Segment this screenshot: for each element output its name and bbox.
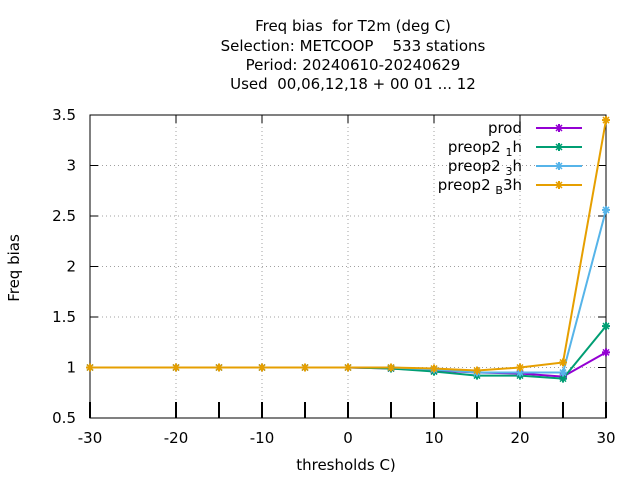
legend-marker-preop2_B3h [555, 181, 563, 189]
y-tick-label: 1 [66, 359, 76, 377]
chart-subtitle-used: Used 00,06,12,18 + 00 01 ... 12 [230, 75, 476, 93]
x-tick-label: -10 [250, 429, 275, 447]
legend-label-preop2_B3h: preop2 B3h [438, 176, 522, 197]
chart-subtitle-period: Period: 20240610-20240629 [245, 56, 461, 74]
data-point-prod [602, 348, 610, 357]
chart-subtitle-selection: Selection: METCOOP 533 stations [220, 37, 486, 55]
axis-ticks: 0.5 1 1.5 2 2.5 3 3.5 -30 -20 -10 0 10 20 30 [52, 106, 615, 447]
data-point-preop2_B3h [344, 363, 352, 372]
legend-label-preop2_1h: preop2 1h [448, 138, 522, 159]
legend-label-preop2_3h: preop2 3h [448, 157, 522, 178]
data-point-preop2_B3h [301, 363, 309, 372]
data-point-preop2_B3h [602, 116, 610, 125]
data-point-preop2_B3h [430, 364, 438, 373]
data-point-preop2_1h [602, 322, 610, 331]
y-tick-label: 3.5 [52, 106, 76, 124]
chart-title: Freq bias for T2m (deg C) [255, 17, 451, 35]
y-axis-label: Freq bias [5, 234, 23, 302]
legend-marker-preop2_1h [555, 143, 563, 151]
data-point-preop2_3h [559, 368, 567, 377]
x-tick-label: -20 [164, 429, 189, 447]
data-point-preop2_B3h [473, 366, 481, 375]
data-point-preop2_B3h [258, 363, 266, 372]
y-tick-label: 2 [66, 258, 76, 276]
data-point-preop2_B3h [172, 363, 180, 372]
x-axis-label: thresholds C) [296, 456, 396, 474]
y-tick-label: 0.5 [52, 409, 76, 427]
data-point-preop2_B3h [516, 363, 524, 372]
legend-label-prod: prod [488, 119, 522, 137]
x-tick-label: 10 [424, 429, 443, 447]
x-tick-label: -30 [78, 429, 103, 447]
x-tick-label: 20 [510, 429, 529, 447]
legend-marker-prod [555, 124, 563, 132]
data-point-preop2_B3h [215, 363, 223, 372]
y-tick-label: 2.5 [52, 207, 76, 225]
series-lines [86, 116, 610, 383]
series-line-preop2_B3h [90, 119, 607, 372]
data-point-preop2_B3h [559, 358, 567, 367]
x-tick-label: 0 [343, 429, 353, 447]
legend-marker-preop2_3h [555, 162, 563, 170]
data-point-preop2_3h [602, 205, 610, 214]
data-point-preop2_B3h [387, 363, 395, 372]
y-tick-label: 1.5 [52, 308, 76, 326]
data-point-preop2_B3h [86, 363, 94, 372]
x-tick-label: 30 [596, 429, 615, 447]
y-tick-label: 3 [66, 157, 76, 175]
